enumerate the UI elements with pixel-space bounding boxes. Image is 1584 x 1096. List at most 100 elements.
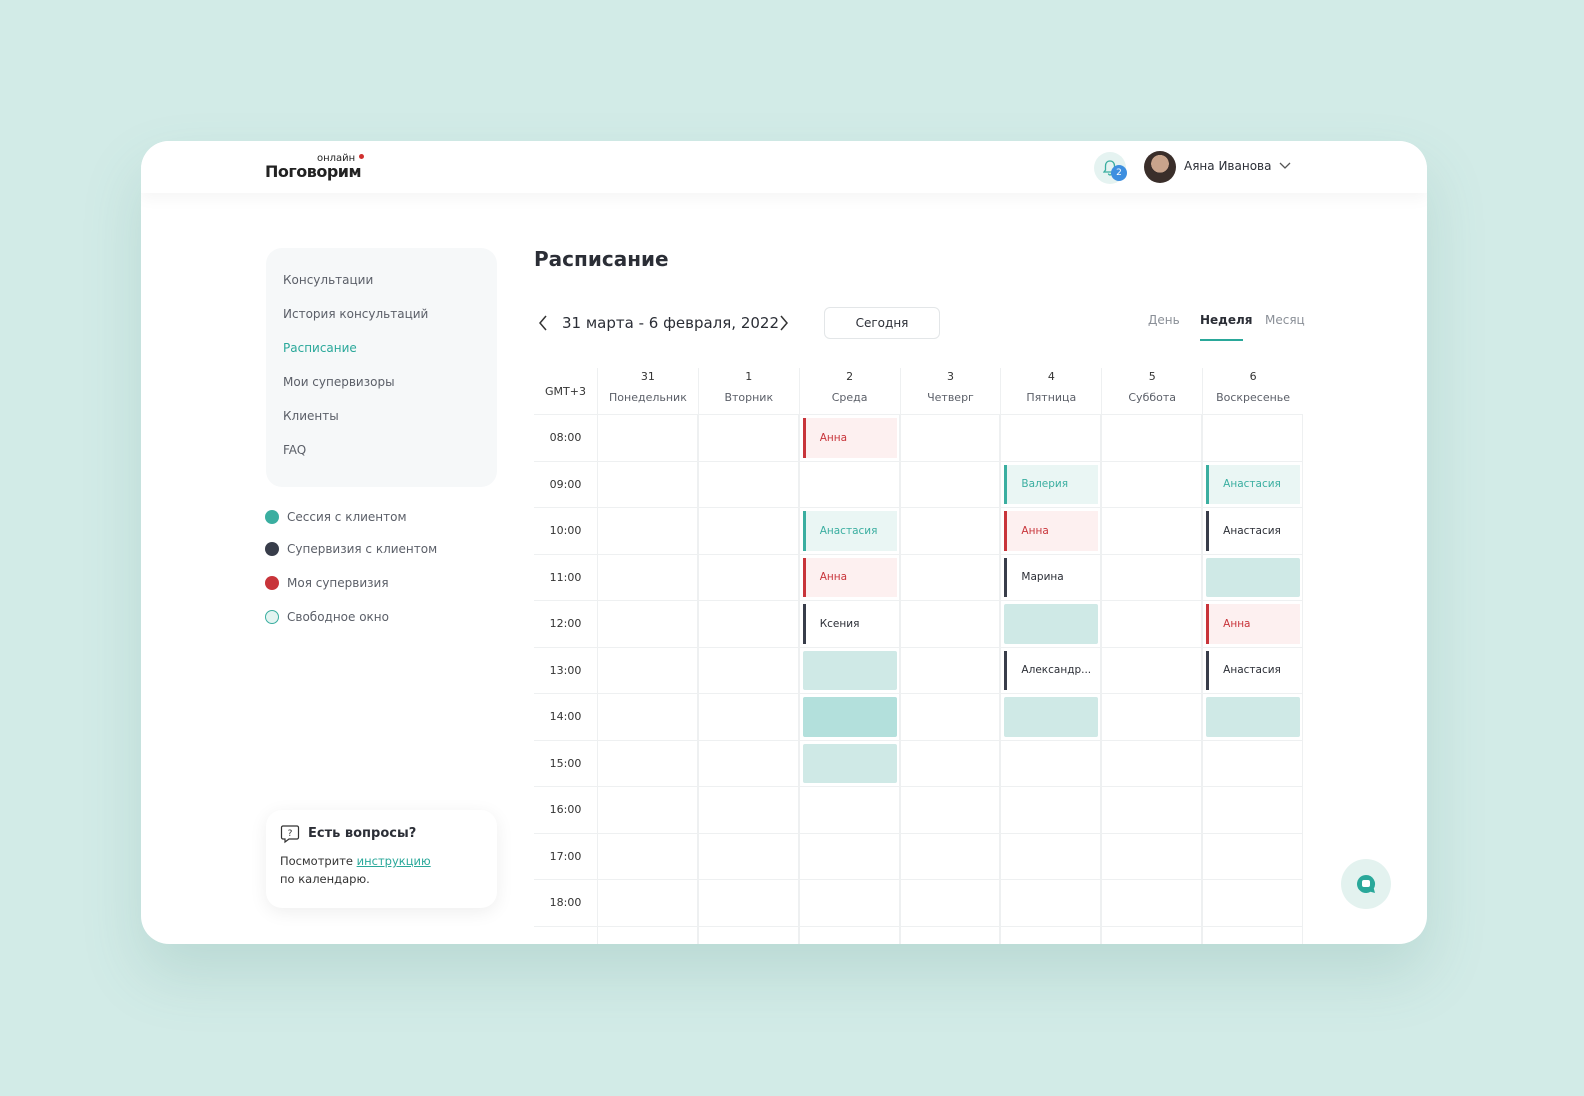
calendar-cell[interactable] bbox=[697, 740, 799, 787]
calendar-cell[interactable] bbox=[1101, 787, 1203, 834]
calendar-cell[interactable] bbox=[697, 508, 799, 555]
calendar-cell[interactable] bbox=[1202, 740, 1303, 787]
calendar-cell[interactable] bbox=[798, 461, 900, 508]
user-name[interactable]: Аяна Иванова bbox=[1184, 159, 1272, 173]
calendar-cell[interactable] bbox=[899, 415, 1001, 462]
avatar[interactable] bbox=[1144, 151, 1176, 183]
calendar-cell[interactable] bbox=[798, 926, 900, 944]
event-supervision[interactable]: Марина bbox=[1004, 557, 1099, 597]
calendar-cell[interactable]: Ксения bbox=[798, 601, 900, 648]
event-supervision[interactable]: Ксения bbox=[802, 604, 897, 644]
view-tab[interactable]: Месяц bbox=[1265, 313, 1305, 327]
calendar-cell[interactable] bbox=[597, 833, 698, 880]
event-my[interactable]: Анна bbox=[1206, 604, 1300, 644]
event-free[interactable] bbox=[1206, 557, 1300, 597]
event-supervision[interactable]: Анастасия bbox=[1206, 511, 1300, 551]
calendar-cell[interactable] bbox=[1101, 554, 1203, 601]
event-free[interactable] bbox=[802, 650, 897, 690]
calendar-cell[interactable] bbox=[697, 461, 799, 508]
calendar-cell[interactable] bbox=[798, 833, 900, 880]
calendar-cell[interactable] bbox=[597, 647, 698, 694]
calendar-cell[interactable] bbox=[1000, 833, 1102, 880]
calendar-cell[interactable] bbox=[899, 601, 1001, 648]
event-session[interactable]: Анастасия bbox=[802, 511, 897, 551]
calendar-cell[interactable] bbox=[597, 787, 698, 834]
help-link[interactable]: инструкцию bbox=[356, 854, 431, 868]
calendar-cell[interactable] bbox=[597, 415, 698, 462]
calendar-cell[interactable] bbox=[1101, 694, 1203, 741]
calendar-cell[interactable] bbox=[597, 740, 698, 787]
calendar-cell[interactable] bbox=[1000, 601, 1102, 648]
calendar-cell[interactable] bbox=[899, 833, 1001, 880]
menu-item[interactable]: История консультаций bbox=[283, 307, 429, 321]
event-my[interactable]: Анна bbox=[802, 418, 897, 458]
calendar-cell[interactable] bbox=[697, 601, 799, 648]
calendar-cell[interactable] bbox=[798, 880, 900, 927]
calendar-cell[interactable]: Марина bbox=[1000, 554, 1102, 601]
calendar-cell[interactable] bbox=[1202, 833, 1303, 880]
calendar-cell[interactable] bbox=[597, 461, 698, 508]
notifications-button[interactable]: 2 bbox=[1094, 152, 1127, 184]
calendar-cell[interactable]: Анастасия bbox=[1202, 508, 1303, 555]
menu-item[interactable]: FAQ bbox=[283, 443, 307, 457]
calendar-cell[interactable] bbox=[899, 508, 1001, 555]
calendar-cell[interactable] bbox=[697, 415, 799, 462]
calendar-cell[interactable] bbox=[798, 787, 900, 834]
calendar-cell[interactable] bbox=[1202, 926, 1303, 944]
event-session[interactable]: Анастасия bbox=[1206, 464, 1300, 504]
calendar-cell[interactable] bbox=[1101, 740, 1203, 787]
calendar-cell[interactable] bbox=[798, 694, 900, 741]
calendar-cell[interactable] bbox=[597, 694, 698, 741]
calendar-cell[interactable]: Анастасия bbox=[798, 508, 900, 555]
view-tab[interactable]: День bbox=[1148, 313, 1180, 327]
prev-button[interactable] bbox=[538, 315, 548, 331]
calendar-cell[interactable] bbox=[899, 461, 1001, 508]
calendar-cell[interactable] bbox=[597, 880, 698, 927]
menu-item[interactable]: Консультации bbox=[283, 273, 374, 287]
calendar-cell[interactable] bbox=[1101, 833, 1203, 880]
calendar-cell[interactable] bbox=[697, 647, 799, 694]
calendar-cell[interactable]: Анастасия bbox=[1202, 647, 1303, 694]
menu-item[interactable]: Расписание bbox=[283, 341, 357, 355]
calendar-cell[interactable] bbox=[597, 601, 698, 648]
calendar-cell[interactable] bbox=[1000, 926, 1102, 944]
event-my[interactable]: Анна bbox=[802, 557, 897, 597]
calendar-cell[interactable]: Анна bbox=[1202, 601, 1303, 648]
calendar-cell[interactable] bbox=[899, 647, 1001, 694]
calendar-cell[interactable] bbox=[1000, 787, 1102, 834]
calendar-cell[interactable] bbox=[899, 554, 1001, 601]
calendar-cell[interactable] bbox=[1101, 926, 1203, 944]
event-free[interactable] bbox=[802, 697, 897, 737]
calendar-cell[interactable] bbox=[597, 554, 698, 601]
calendar-cell[interactable]: Анна bbox=[798, 415, 900, 462]
event-session[interactable]: Валерия bbox=[1004, 464, 1099, 504]
calendar-cell[interactable] bbox=[1202, 694, 1303, 741]
calendar-cell[interactable] bbox=[1000, 694, 1102, 741]
calendar-cell[interactable] bbox=[798, 647, 900, 694]
calendar-cell[interactable]: Александр... bbox=[1000, 647, 1102, 694]
calendar-cell[interactable] bbox=[1202, 554, 1303, 601]
event-supervision[interactable]: Александр... bbox=[1004, 650, 1099, 690]
calendar-cell[interactable] bbox=[697, 833, 799, 880]
calendar-cell[interactable] bbox=[697, 880, 799, 927]
calendar-cell[interactable] bbox=[1101, 647, 1203, 694]
event-free[interactable] bbox=[802, 743, 897, 783]
next-button[interactable] bbox=[779, 315, 789, 331]
event-my[interactable]: Анна bbox=[1004, 511, 1099, 551]
chat-button[interactable] bbox=[1341, 859, 1391, 909]
event-free[interactable] bbox=[1206, 697, 1300, 737]
calendar-cell[interactable] bbox=[697, 787, 799, 834]
event-supervision[interactable]: Анастасия bbox=[1206, 650, 1300, 690]
calendar-cell[interactable] bbox=[697, 694, 799, 741]
calendar-cell[interactable] bbox=[597, 508, 698, 555]
calendar-cell[interactable] bbox=[1202, 787, 1303, 834]
calendar-cell[interactable] bbox=[1000, 415, 1102, 462]
event-free[interactable] bbox=[1004, 604, 1099, 644]
event-free[interactable] bbox=[1004, 697, 1099, 737]
calendar-cell[interactable] bbox=[697, 554, 799, 601]
view-tab[interactable]: Неделя bbox=[1200, 313, 1253, 327]
calendar-cell[interactable] bbox=[899, 694, 1001, 741]
calendar-cell[interactable] bbox=[1101, 415, 1203, 462]
calendar-cell[interactable] bbox=[1000, 740, 1102, 787]
logo[interactable]: онлайн Поговорим bbox=[265, 153, 365, 183]
